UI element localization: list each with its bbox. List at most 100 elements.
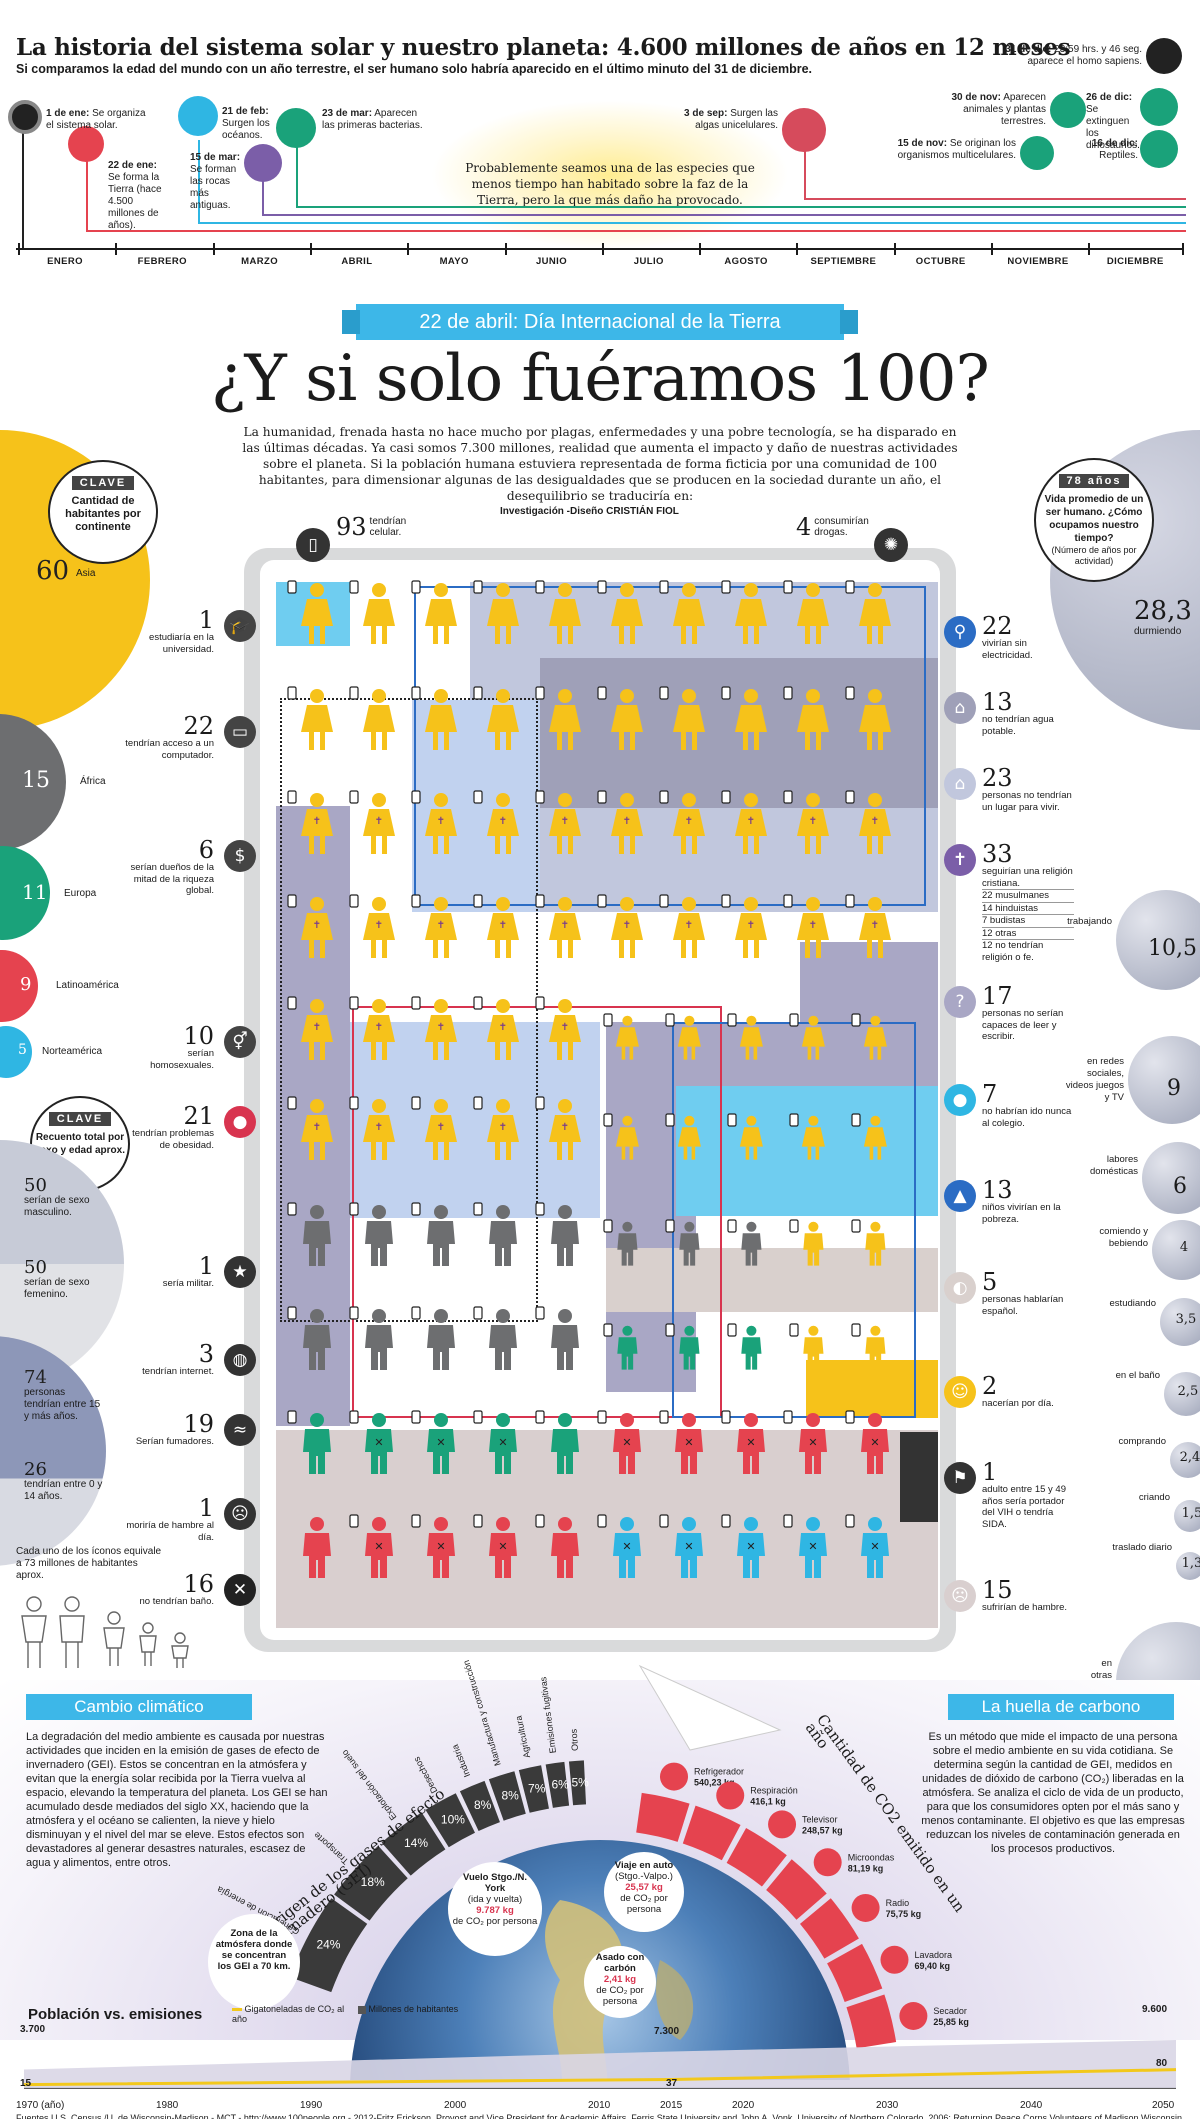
left-stat: 1 estudiaría en la universidad. [124, 608, 214, 655]
phone-icon [721, 894, 731, 908]
month-tick [1182, 243, 1184, 255]
person-icon: ✝ [301, 999, 333, 1060]
activity-bubble [1152, 1220, 1200, 1280]
person-icon: ✕ [737, 1413, 765, 1474]
appliance-name: Secador [933, 2006, 967, 2016]
appliance-name: Televisor [802, 1814, 838, 1824]
northamerica-value: 5 [18, 1042, 27, 1058]
svg-text:✝: ✝ [437, 920, 445, 931]
solar-system-icon [8, 100, 42, 134]
month-tick [407, 243, 410, 255]
month-tick [1088, 243, 1091, 255]
phone-icon [287, 1306, 297, 1320]
emissions-line [23, 2068, 1177, 2087]
svg-text:✕: ✕ [374, 1540, 383, 1553]
phone-icon [788, 1113, 799, 1127]
phone-icon [349, 1202, 359, 1216]
timeline-connector [804, 198, 1186, 200]
timeline-connector [198, 222, 1186, 224]
person-icon: ✝ [425, 1099, 457, 1160]
person-icon [802, 1221, 824, 1266]
phones-value: 93 [336, 513, 367, 541]
stat-icon: ★ [224, 1256, 256, 1288]
month-tick [796, 243, 799, 255]
month-tick [115, 243, 118, 255]
ocean-wave-icon [178, 96, 218, 136]
year-label: 2040 [1020, 2100, 1043, 2111]
person-icon: ✝ [487, 999, 519, 1060]
phone-icon [287, 1096, 297, 1110]
phone-icon [845, 580, 855, 594]
person-icon [551, 1413, 579, 1474]
person-icon [551, 1205, 579, 1266]
ghg-source: Otros [569, 1728, 580, 1751]
person-icon [611, 583, 643, 644]
phone-icon [664, 1113, 675, 1127]
svg-text:✝: ✝ [809, 920, 817, 931]
stat-icon: ◐ [944, 1272, 976, 1304]
person-icon: ✝ [859, 793, 891, 854]
svg-text:✝: ✝ [375, 1022, 383, 1033]
person-icon [551, 1517, 579, 1578]
svg-text:✕: ✕ [498, 1540, 507, 1553]
timeline-connector [296, 206, 1186, 208]
population-value-label: 9.600 [1142, 2004, 1168, 2015]
children-text: tendrían entre 0 y 14 años. [24, 1479, 103, 1502]
month-label: FEBRERO [137, 256, 187, 267]
svg-text:✕: ✕ [498, 1436, 507, 1449]
event-date: 30 de nov: [951, 92, 1001, 103]
phone-icon [850, 1219, 861, 1233]
person-icon [489, 1309, 517, 1370]
phone-icon [349, 1514, 359, 1528]
phone-icon [411, 686, 421, 700]
stat-icon: 🎓 [224, 610, 256, 642]
ghg-pct: 5% [571, 1776, 589, 1790]
ghg-segment [518, 1765, 549, 1813]
phone-icon [788, 1323, 799, 1337]
person-icon [859, 689, 891, 750]
svg-text:✕: ✕ [684, 1436, 693, 1449]
phone-icon [659, 790, 669, 804]
flight-title: Vuelo Stgo./N. York [462, 1872, 528, 1894]
person-icon: ✝ [425, 999, 457, 1060]
phone-icon [287, 790, 297, 804]
person-icon [549, 689, 581, 750]
right-stat: 17 personas no serían capaces de leer y e… [982, 984, 1074, 1043]
phones-text: tendrían celular. [369, 516, 407, 538]
phone-icon [721, 686, 731, 700]
phone-icon [473, 1096, 483, 1110]
activity-bubble [1128, 1036, 1200, 1124]
stat-value: 13 [982, 688, 1013, 716]
person-icon [616, 1221, 638, 1266]
person-icon: ✝ [487, 793, 519, 854]
activity-label: traslado diario [1112, 1542, 1172, 1553]
ghg-segment [488, 1771, 526, 1821]
phone-icon [411, 580, 421, 594]
svg-text:✝: ✝ [313, 920, 321, 931]
year-label: 1970 (año) [16, 2100, 65, 2111]
co2-segment [766, 1859, 827, 1920]
event-date: 21 de feb: [222, 106, 269, 117]
phone-icon [473, 790, 483, 804]
left-stat: 1 moriría de hambre al día. [124, 1496, 214, 1543]
population-value-label: 80 [1156, 2058, 1168, 2069]
asia-label: Asia [76, 568, 96, 579]
phone-icon [535, 686, 545, 700]
stat-value: 17 [982, 982, 1013, 1010]
person-icon [363, 583, 395, 644]
person-icon: ✕ [365, 1517, 393, 1578]
co2-segment [827, 1943, 883, 2003]
phone-icon [850, 1013, 861, 1027]
phone-icon [783, 1410, 793, 1424]
phone-icon [535, 580, 545, 594]
activity-bubble [1116, 890, 1200, 990]
left-stat: 19 Serían fumadores. [124, 1412, 214, 1448]
religion-item: 7 budistas [982, 914, 1074, 927]
person-icon: ✝ [301, 897, 333, 958]
plant-animal-icon [1050, 92, 1086, 128]
appliance-name: Radio [886, 1898, 910, 1908]
person-icon [739, 1015, 763, 1060]
person-icon: ✕ [365, 1413, 393, 1474]
stat-icon: ✝ [944, 844, 976, 876]
